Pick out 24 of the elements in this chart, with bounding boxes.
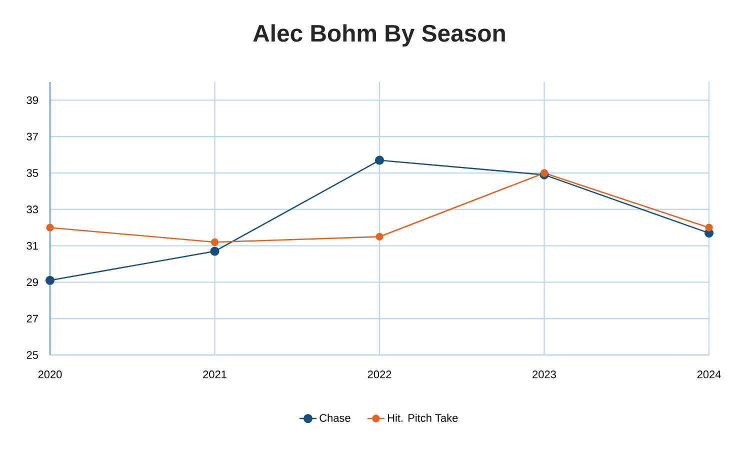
y-tick-label: 29 — [26, 278, 38, 286]
y-tick-label: 35 — [26, 169, 38, 177]
x-tick-label: 2020 — [38, 370, 62, 378]
x-tick-label: 2021 — [203, 370, 226, 378]
point — [45, 276, 55, 285]
point — [210, 246, 220, 256]
point — [376, 232, 384, 241]
point — [705, 224, 713, 232]
point — [540, 169, 548, 177]
x-tick-label: 2024 — [697, 370, 721, 378]
y-tick-label: 25 — [26, 351, 38, 359]
x-tick-label: 2022 — [368, 370, 392, 378]
point — [46, 224, 54, 232]
y-tick-label: 39 — [26, 96, 38, 104]
y-tick-label: 31 — [26, 242, 38, 250]
x-tick-label: 2023 — [532, 370, 556, 378]
y-tick-label: 33 — [26, 206, 38, 214]
y-tick-label: 37 — [26, 132, 38, 140]
point — [374, 156, 384, 165]
legend-label: Hit. Pitch Take — [388, 414, 458, 422]
legend-label: Chase — [320, 414, 350, 422]
y-tick-label: 27 — [26, 314, 38, 322]
chart-title: Alec Bohm By Season — [253, 24, 505, 47]
point — [210, 238, 219, 246]
